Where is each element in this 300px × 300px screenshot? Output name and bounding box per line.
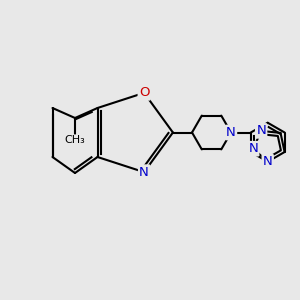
Text: N: N: [256, 124, 266, 137]
Text: N: N: [248, 142, 258, 155]
Text: O: O: [139, 86, 149, 99]
Text: N: N: [263, 155, 273, 168]
Text: CH₃: CH₃: [64, 136, 86, 146]
Text: N: N: [226, 126, 236, 139]
Text: N: N: [139, 166, 149, 178]
